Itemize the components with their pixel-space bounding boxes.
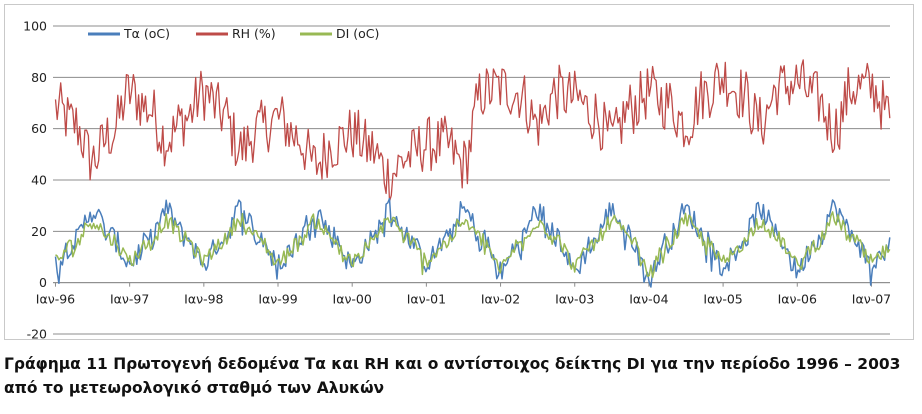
legend-label: Τα (oC) xyxy=(123,26,170,41)
x-tick-label: Ιαν-06 xyxy=(778,292,817,307)
legend-label: RH (%) xyxy=(232,26,276,41)
figure-caption: Γράφημα 11 Πρωτογενή δεδομένα Τα και RH … xyxy=(4,355,901,397)
chart: -20 0 20 40 60 80 100 Ιαν-96 Ιαν-97 Ιαν-98 Ιαν-99… xyxy=(23,19,891,342)
series-line-di xyxy=(55,211,891,279)
legend-label: DI (oC) xyxy=(336,26,379,41)
x-tick-label: Ιαν-01 xyxy=(407,292,446,307)
y-tick-label: 0 xyxy=(39,275,47,290)
legend: Τα (oC) RH (%) DI (oC) xyxy=(88,26,379,41)
x-tick-label: Ιαν-99 xyxy=(258,292,297,307)
series-line-rh xyxy=(54,59,891,203)
x-tick-label: Ιαν-00 xyxy=(333,292,372,307)
x-tick-label: Ιαν-03 xyxy=(555,292,594,307)
x-tick-label: Ιαν-04 xyxy=(629,292,668,307)
x-tick-label: Ιαν-98 xyxy=(184,292,223,307)
x-axis: Ιαν-96 Ιαν-97 Ιαν-98 Ιαν-99 Ιαν-00 Ιαν-01 Ιαν-… xyxy=(36,282,891,307)
y-tick-label: -20 xyxy=(27,327,47,342)
x-tick-label: Ιαν-96 xyxy=(36,292,75,307)
chart-frame xyxy=(4,4,914,340)
plot-area xyxy=(54,59,891,288)
y-tick-label: 40 xyxy=(31,173,47,188)
x-tick-label: Ιαν-07 xyxy=(852,292,891,307)
x-tick-label: Ιαν-05 xyxy=(703,292,742,307)
x-tick-label: Ιαν-02 xyxy=(481,292,520,307)
x-tick-label: Ιαν-97 xyxy=(110,292,149,307)
y-tick-label: 80 xyxy=(31,70,47,85)
y-tick-label: 20 xyxy=(31,224,47,239)
y-axis: -20 0 20 40 60 80 100 xyxy=(23,19,47,342)
y-tick-label: 60 xyxy=(31,121,47,136)
gridlines xyxy=(53,25,890,335)
y-tick-label: 100 xyxy=(23,19,47,34)
series-line-ta xyxy=(54,197,891,288)
